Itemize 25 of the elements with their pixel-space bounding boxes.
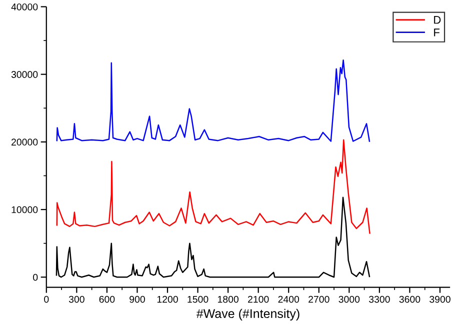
x-tick-label: 3000 <box>338 296 360 303</box>
legend-label: F <box>434 28 440 36</box>
x-tick-label: 3900 <box>430 296 450 303</box>
x-axis-title: #Wave (#Intensity) <box>196 308 300 320</box>
y-tick-label: 40000 <box>11 3 38 10</box>
x-tick-label: 2400 <box>278 296 300 303</box>
y-tick-label: 20000 <box>12 138 38 146</box>
line-series <box>56 60 370 142</box>
line-series <box>56 139 370 234</box>
y-tick-label: 30000 <box>11 71 38 78</box>
x-tick-label: 2100 <box>248 296 269 303</box>
x-tick-label: 0 <box>44 296 49 303</box>
x-tick-label: 1500 <box>188 296 208 303</box>
line-series <box>56 196 370 278</box>
x-tick-label: 600 <box>99 296 115 303</box>
x-tick-label: 1800 <box>218 296 238 303</box>
y-tick-label: 0 <box>33 274 38 281</box>
x-tick-label: 2700 <box>308 296 330 303</box>
x-tick-label: 3300 <box>368 296 390 303</box>
y-tick-label: 10000 <box>12 206 38 214</box>
x-tick-label: 300 <box>68 296 84 303</box>
x-tick-label: 1200 <box>157 296 178 303</box>
x-tick-label: 900 <box>130 296 145 303</box>
x-tick-label: 3600 <box>399 296 420 303</box>
legend-label: D <box>434 16 441 24</box>
